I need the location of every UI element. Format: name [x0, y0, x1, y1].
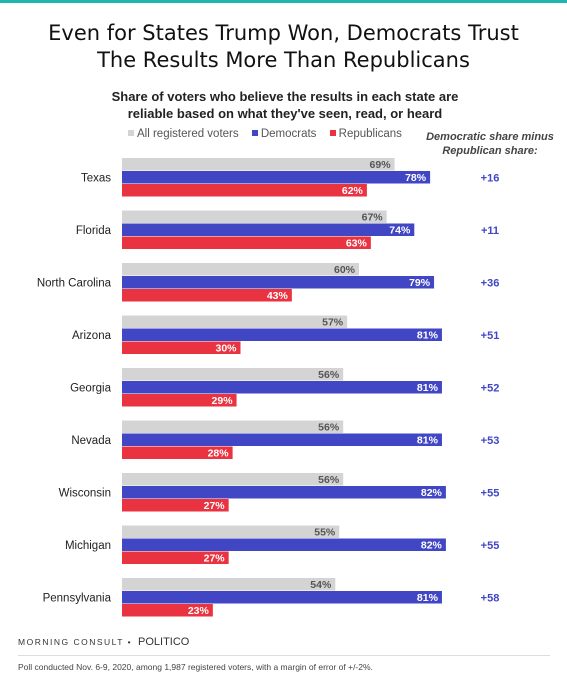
bar-florida-democrats — [122, 223, 415, 236]
bar-michigan-democrats — [122, 538, 446, 551]
data-label-north-carolina-republicans: 43% — [267, 290, 289, 302]
data-label-pennsylvania-all: 54% — [310, 579, 332, 591]
data-label-florida-all: 67% — [362, 212, 384, 224]
footer-divider — [18, 655, 550, 656]
bar-texas-democrats — [122, 171, 431, 184]
legend-item-republicans: Republicans — [329, 128, 402, 140]
footer-logos: MORNING CONSULT • POLITICO — [18, 636, 189, 648]
bar-texas-all — [122, 158, 395, 171]
bar-michigan-all — [122, 525, 340, 538]
data-label-arizona-republicans: 30% — [215, 343, 237, 355]
difference-header-line-2: Republican share: — [442, 145, 538, 157]
data-label-georgia-republicans: 29% — [212, 395, 234, 407]
category-label-florida: Florida — [76, 225, 112, 237]
bar-texas-republicans — [122, 184, 367, 197]
data-label-georgia-democrats: 81% — [417, 382, 439, 394]
data-label-wisconsin-democrats: 82% — [421, 487, 443, 499]
bar-pennsylvania-republicans — [122, 604, 213, 617]
difference-texas: +16 — [481, 173, 500, 185]
bar-wisconsin-democrats — [122, 486, 446, 499]
category-label-wisconsin: Wisconsin — [59, 488, 111, 500]
chart-subtitle-line-2: reliable based on what they've seen, rea… — [127, 106, 443, 121]
legend-label-democrats: Democrats — [260, 128, 317, 140]
politico-logo: POLITICO — [138, 636, 190, 648]
data-label-arizona-all: 57% — [322, 317, 344, 329]
bar-arizona-all — [122, 315, 348, 328]
morning-consult-logo: MORNING CONSULT — [18, 637, 124, 647]
legend-swatch-all — [128, 130, 134, 136]
data-label-wisconsin-republicans: 27% — [204, 500, 226, 512]
difference-arizona: +51 — [481, 330, 500, 342]
difference-georgia: +52 — [481, 383, 500, 395]
data-label-nevada-republicans: 28% — [208, 448, 230, 460]
chart-subtitle-line-1: Share of voters who believe the results … — [111, 89, 459, 104]
legend-item-all: All registered voters — [128, 128, 239, 140]
bar-arizona-democrats — [122, 328, 442, 341]
data-label-nevada-democrats: 81% — [417, 435, 439, 447]
data-label-arizona-democrats: 81% — [417, 330, 439, 342]
data-label-texas-democrats: 78% — [405, 172, 427, 184]
bar-michigan-republicans — [122, 551, 229, 564]
chart-title-line-2: The Results More Than Republicans — [97, 48, 470, 72]
bar-georgia-republicans — [122, 394, 237, 407]
data-label-florida-republicans: 63% — [346, 238, 368, 250]
data-label-georgia-all: 56% — [318, 369, 340, 381]
difference-florida: +11 — [481, 225, 499, 237]
top-accent-rule — [0, 0, 567, 3]
category-label-texas: Texas — [81, 173, 111, 185]
bar-nevada-all — [122, 420, 344, 433]
bar-nevada-republicans — [122, 446, 233, 459]
category-label-north-carolina: North Carolina — [37, 278, 112, 290]
data-label-florida-democrats: 74% — [389, 225, 411, 237]
data-label-nevada-all: 56% — [318, 422, 340, 434]
chart-legend: All registered voters Democrats Republic… — [128, 128, 412, 140]
data-label-texas-all: 69% — [370, 159, 392, 171]
difference-column-header: Democratic share minus Republican share: — [415, 130, 565, 158]
legend-label-republicans: Republicans — [338, 128, 402, 140]
bar-pennsylvania-democrats — [122, 591, 442, 604]
footer-note: Poll conducted Nov. 6-9, 2020, among 1,9… — [18, 662, 373, 672]
data-label-michigan-all: 55% — [314, 527, 336, 539]
data-label-texas-republicans: 62% — [342, 185, 364, 197]
difference-nevada: +53 — [481, 435, 500, 447]
bar-wisconsin-republicans — [122, 499, 229, 512]
difference-north-carolina: +36 — [481, 278, 500, 290]
category-label-georgia: Georgia — [70, 383, 112, 395]
difference-wisconsin: +55 — [481, 488, 500, 500]
data-label-michigan-democrats: 82% — [421, 540, 443, 552]
bar-north-carolina-republicans — [122, 289, 292, 302]
legend-label-all: All registered voters — [137, 128, 239, 140]
footer-separator: • — [127, 637, 133, 647]
data-label-pennsylvania-republicans: 23% — [188, 605, 210, 617]
data-label-north-carolina-democrats: 79% — [409, 277, 431, 289]
bar-north-carolina-democrats — [122, 276, 435, 289]
bar-florida-all — [122, 210, 387, 223]
chart-title: Even for States Trump Won, Democrats Tru… — [0, 20, 567, 74]
bar-arizona-republicans — [122, 341, 241, 354]
legend-item-democrats: Democrats — [251, 128, 317, 140]
bar-florida-republicans — [122, 236, 371, 249]
bar-wisconsin-all — [122, 473, 344, 486]
chart-subtitle: Share of voters who believe the results … — [60, 88, 510, 122]
bar-north-carolina-all — [122, 263, 359, 276]
category-label-arizona: Arizona — [72, 330, 112, 342]
difference-michigan: +55 — [481, 540, 500, 552]
data-label-michigan-republicans: 27% — [204, 553, 226, 565]
bar-nevada-democrats — [122, 433, 442, 446]
data-label-north-carolina-all: 60% — [334, 264, 356, 276]
legend-swatch-democrats — [251, 130, 258, 136]
legend-swatch-republicans — [329, 130, 336, 136]
chart-title-line-1: Even for States Trump Won, Democrats Tru… — [48, 21, 519, 45]
data-label-pennsylvania-democrats: 81% — [417, 592, 439, 604]
data-label-wisconsin-all: 56% — [318, 474, 340, 486]
bar-pennsylvania-all — [122, 578, 336, 591]
bar-georgia-all — [122, 368, 344, 381]
difference-pennsylvania: +58 — [481, 593, 500, 605]
category-label-nevada: Nevada — [71, 435, 111, 447]
category-label-pennsylvania: Pennsylvania — [43, 593, 112, 605]
category-label-michigan: Michigan — [65, 540, 111, 552]
difference-header-line-1: Democratic share minus — [426, 131, 554, 143]
bar-georgia-democrats — [122, 381, 442, 394]
